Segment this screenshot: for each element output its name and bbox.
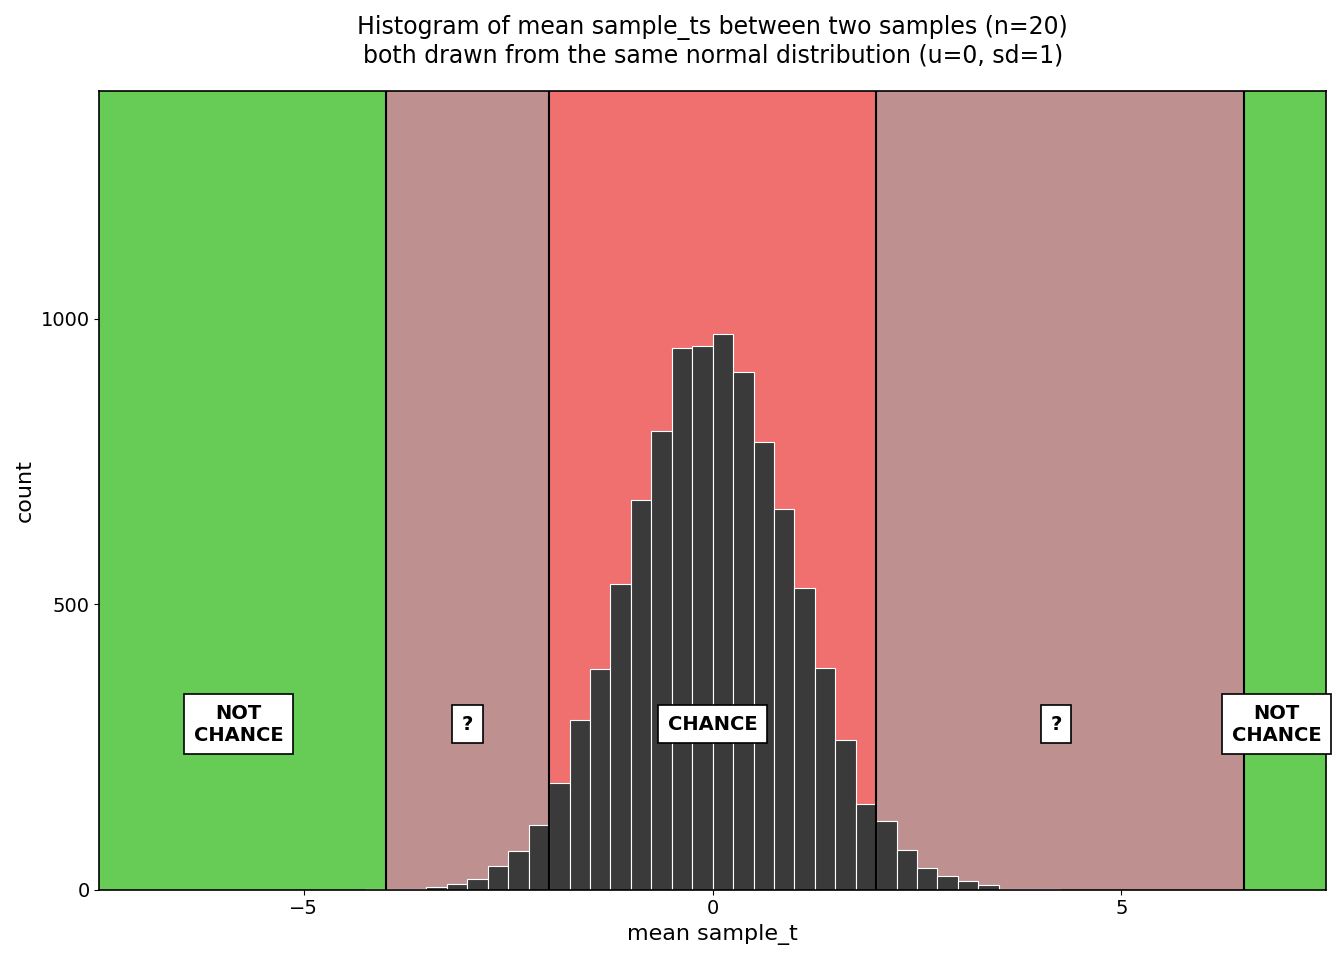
Bar	[1019, 889, 1040, 890]
Bar	[1245, 90, 1325, 890]
Bar	[712, 334, 732, 890]
Y-axis label: count: count	[15, 459, 35, 521]
Bar	[468, 878, 488, 890]
Bar	[917, 868, 938, 890]
Bar	[1040, 889, 1060, 890]
Bar	[896, 851, 917, 890]
Bar	[958, 880, 978, 890]
Text: ?: ?	[1051, 714, 1062, 733]
Bar	[590, 669, 610, 890]
X-axis label: mean sample_t: mean sample_t	[628, 924, 798, 945]
Text: NOT
CHANCE: NOT CHANCE	[1232, 704, 1321, 745]
Bar	[754, 442, 774, 890]
Bar	[938, 876, 958, 890]
Bar	[876, 90, 1245, 890]
Bar	[550, 90, 876, 890]
Bar	[835, 739, 856, 890]
Bar	[999, 889, 1019, 890]
Bar	[630, 500, 652, 890]
Bar	[488, 866, 508, 890]
Bar	[386, 90, 550, 890]
Bar	[426, 887, 448, 890]
Bar	[550, 783, 570, 890]
Bar	[652, 431, 672, 890]
Bar	[672, 348, 692, 890]
Text: CHANCE: CHANCE	[668, 714, 758, 733]
Bar	[732, 372, 754, 890]
Bar	[448, 884, 468, 890]
Bar	[508, 852, 528, 890]
Bar	[856, 804, 876, 890]
Bar	[692, 346, 712, 890]
Bar	[814, 668, 835, 890]
Bar	[610, 585, 630, 890]
Bar	[528, 825, 550, 890]
Title: Histogram of mean sample_ts between two samples (n=20)
both drawn from the same : Histogram of mean sample_ts between two …	[358, 15, 1068, 68]
Text: ?: ?	[461, 714, 473, 733]
Bar	[876, 821, 896, 890]
Text: NOT
CHANCE: NOT CHANCE	[194, 704, 284, 745]
Bar	[99, 90, 386, 890]
Bar	[978, 884, 999, 890]
Bar	[386, 889, 406, 890]
Bar	[794, 588, 814, 890]
Bar	[570, 720, 590, 890]
Bar	[774, 509, 794, 890]
